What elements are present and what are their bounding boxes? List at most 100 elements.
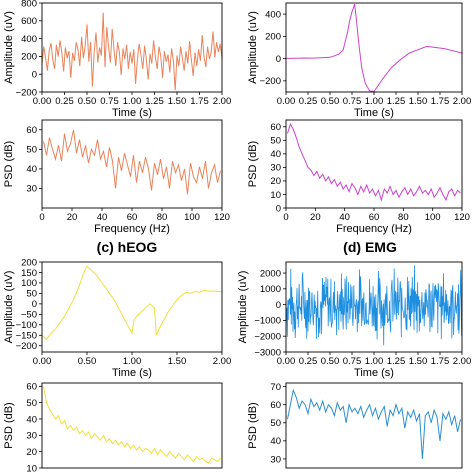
x-axis-label: Time (s) <box>112 107 152 119</box>
y-tick-label: 10 <box>270 190 281 201</box>
y-tick-label: 10 <box>26 463 37 474</box>
y-tick-label: 0 <box>276 203 281 214</box>
x-tick-label: 1.25 <box>387 96 406 107</box>
y-tick-label: 0 <box>276 300 281 311</box>
y-tick-label: 0 <box>276 54 281 65</box>
x-tick-label: 0.25 <box>299 96 318 107</box>
series-line-d-time <box>285 265 463 346</box>
y-tick-label: 70 <box>270 382 281 393</box>
x-tick-label: 2.00 <box>213 356 232 367</box>
x-tick-label: 60 <box>127 212 138 223</box>
x-tick-label: 0.25 <box>55 96 74 107</box>
x-tick-label: 20 <box>67 212 78 223</box>
panel-d-title: (d) EMG <box>343 239 397 255</box>
chart-c-time: 0.00 0.50 1.00 1.50 2.00 −200−150−100−5005010… <box>3 257 231 379</box>
x-tick-label: 1.75 <box>431 96 450 107</box>
axes-frame-a-time <box>41 2 223 93</box>
x-tick-label: 120 <box>454 212 470 223</box>
x-tick-label: 1.50 <box>168 96 187 107</box>
x-tick-label: 0.75 <box>100 96 119 107</box>
y-tick-label: −2000 <box>254 332 281 343</box>
chart-d-time: 0.00 0.25 0.50 0.75 1.00 1.25 1.50 1.75 2.00 −300… <box>237 261 472 379</box>
x-tick-label: 0.00 <box>33 356 52 367</box>
y-tick-label: 40 <box>270 149 281 160</box>
y-tick-label: −200 <box>260 76 281 87</box>
axes-frame-d-psd <box>285 382 463 469</box>
x-axis-label: Time (s) <box>112 367 152 379</box>
y-tick-label: 30 <box>270 454 281 465</box>
y-tick-label: 50 <box>270 418 281 429</box>
x-tick-label: 80 <box>398 212 409 223</box>
y-tick-label: 400 <box>265 9 281 20</box>
x-axis-label: Time (s) <box>354 107 394 119</box>
y-tick-label: 400 <box>21 34 37 45</box>
y-axis-label: Amplitude (uV) <box>3 271 15 344</box>
y-axis-label: PSD (dB) <box>3 402 15 448</box>
x-tick-label: 40 <box>97 212 108 223</box>
y-axis-label: Amplitude (uV) <box>247 11 259 84</box>
y-tick-label: 60 <box>270 122 281 133</box>
x-tick-label: 0.00 <box>33 96 52 107</box>
x-tick-label: 0.75 <box>343 356 362 367</box>
y-axis-label: PSD (dB) <box>247 402 259 448</box>
x-tick-label: 0 <box>39 212 44 223</box>
y-tick-label: 60 <box>270 400 281 411</box>
x-tick-label: 1.00 <box>123 96 142 107</box>
y-tick-label: 60 <box>26 382 37 393</box>
x-tick-label: 80 <box>157 212 168 223</box>
x-tick-label: 0.50 <box>78 96 97 107</box>
y-axis-label: Amplitude (uV) <box>3 11 15 84</box>
x-tick-label: 1.00 <box>365 356 384 367</box>
series-line-b-time <box>285 3 463 92</box>
y-tick-label: 50 <box>270 136 281 147</box>
x-tick-label: 60 <box>369 212 380 223</box>
x-tick-label: 0.50 <box>321 96 340 107</box>
x-axis-label: Frequency (Hz) <box>94 223 170 235</box>
y-tick-label: 200 <box>21 52 37 63</box>
x-tick-label: 0.50 <box>78 356 97 367</box>
y-tick-label: 0 <box>32 70 37 81</box>
x-tick-label: 40 <box>339 212 350 223</box>
x-tick-label: 2.00 <box>453 356 472 367</box>
x-axis-label: Time (s) <box>354 367 394 379</box>
y-tick-label: 200 <box>265 32 281 43</box>
x-tick-label: 0.25 <box>299 356 318 367</box>
chart-c-psd: 10 20 30 40 50 60 PSD (dB) <box>3 382 223 474</box>
y-tick-label: 2000 <box>260 268 281 279</box>
x-tick-label: 0.00 <box>277 356 296 367</box>
y-tick-label: 40 <box>26 164 37 175</box>
y-tick-label: −150 <box>16 331 37 342</box>
x-tick-label: 100 <box>425 212 441 223</box>
x-tick-label: 1.00 <box>123 356 142 367</box>
y-tick-label: 60 <box>26 125 37 136</box>
y-tick-label: 30 <box>270 163 281 174</box>
y-tick-label: 20 <box>270 176 281 187</box>
x-tick-label: 1.25 <box>387 356 406 367</box>
y-tick-label: 100 <box>21 278 37 289</box>
series-line-c-psd <box>43 386 221 464</box>
y-tick-label: 40 <box>270 436 281 447</box>
series-line-b-psd <box>287 122 461 202</box>
chart-b-time: 0.00 0.25 0.50 0.75 1.00 1.25 1.50 1.75 2.00 −200… <box>247 2 471 119</box>
y-tick-label: 800 <box>21 0 37 9</box>
x-tick-label: 1.50 <box>409 356 428 367</box>
chart-a-time: 0.00 0.25 0.50 0.75 1.00 1.25 1.50 1.75 2.00 −200… <box>3 0 231 119</box>
y-tick-label: 50 <box>26 145 37 156</box>
series-line-a-time <box>41 12 223 91</box>
x-tick-label: 0.00 <box>277 96 296 107</box>
x-tick-label: 1.75 <box>431 356 450 367</box>
x-axis-label: Frequency (Hz) <box>336 223 412 235</box>
series-line-d-psd <box>287 388 461 460</box>
y-tick-label: 40 <box>26 414 37 425</box>
x-tick-label: 1.50 <box>168 356 187 367</box>
y-axis-label: PSD (dB) <box>247 141 259 187</box>
chart-d-psd: 30 40 50 60 70 PSD (dB) <box>247 382 463 469</box>
y-axis-label: PSD (dB) <box>3 141 15 187</box>
y-tick-label: 600 <box>21 16 37 27</box>
x-tick-label: 0.75 <box>343 96 362 107</box>
y-tick-label: −50 <box>21 310 37 321</box>
y-tick-label: −100 <box>16 320 37 331</box>
